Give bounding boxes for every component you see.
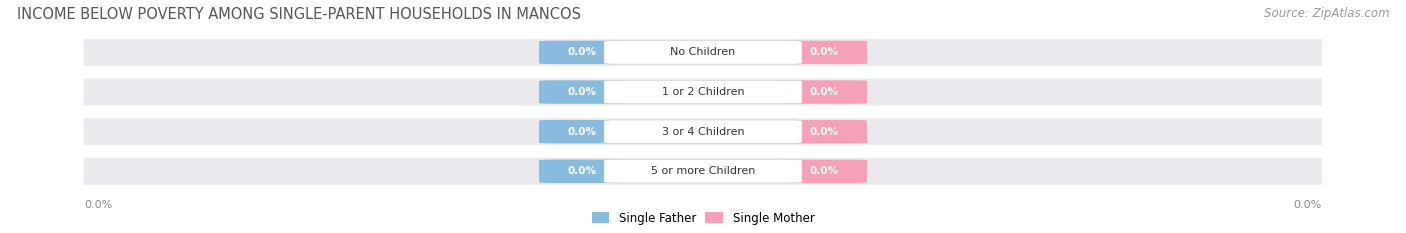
Text: 0.0%: 0.0% — [568, 166, 598, 176]
Text: 0.0%: 0.0% — [808, 48, 838, 57]
Text: 0.0%: 0.0% — [84, 200, 112, 210]
FancyBboxPatch shape — [605, 41, 801, 64]
FancyBboxPatch shape — [780, 160, 868, 183]
Text: 0.0%: 0.0% — [808, 127, 838, 137]
Text: 3 or 4 Children: 3 or 4 Children — [662, 127, 744, 137]
FancyBboxPatch shape — [538, 41, 626, 64]
Text: 0.0%: 0.0% — [568, 87, 598, 97]
FancyBboxPatch shape — [75, 38, 1331, 67]
FancyBboxPatch shape — [75, 156, 1331, 186]
Legend: Single Father, Single Mother: Single Father, Single Mother — [592, 212, 814, 225]
Text: 0.0%: 0.0% — [568, 48, 598, 57]
FancyBboxPatch shape — [538, 160, 626, 183]
FancyBboxPatch shape — [780, 41, 868, 64]
FancyBboxPatch shape — [605, 160, 801, 183]
Text: INCOME BELOW POVERTY AMONG SINGLE-PARENT HOUSEHOLDS IN MANCOS: INCOME BELOW POVERTY AMONG SINGLE-PARENT… — [17, 7, 581, 22]
Text: 0.0%: 0.0% — [808, 87, 838, 97]
Text: Source: ZipAtlas.com: Source: ZipAtlas.com — [1264, 7, 1389, 20]
FancyBboxPatch shape — [780, 120, 868, 143]
FancyBboxPatch shape — [538, 80, 626, 104]
Text: No Children: No Children — [671, 48, 735, 57]
Text: 5 or more Children: 5 or more Children — [651, 166, 755, 176]
Text: 0.0%: 0.0% — [808, 166, 838, 176]
FancyBboxPatch shape — [605, 120, 801, 143]
FancyBboxPatch shape — [780, 80, 868, 104]
Text: 1 or 2 Children: 1 or 2 Children — [662, 87, 744, 97]
Text: 0.0%: 0.0% — [1294, 200, 1322, 210]
FancyBboxPatch shape — [75, 77, 1331, 107]
FancyBboxPatch shape — [605, 80, 801, 104]
Text: 0.0%: 0.0% — [568, 127, 598, 137]
FancyBboxPatch shape — [75, 117, 1331, 147]
FancyBboxPatch shape — [538, 120, 626, 143]
